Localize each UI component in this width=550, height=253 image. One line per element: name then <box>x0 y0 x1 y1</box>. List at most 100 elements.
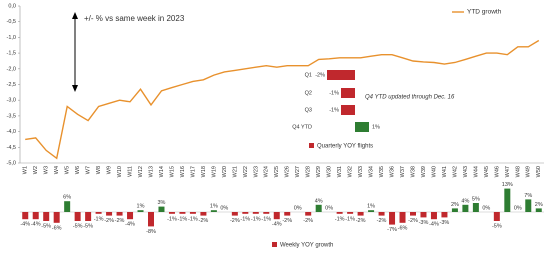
value-label: 6% <box>63 195 71 201</box>
value-label: -1% <box>335 216 345 222</box>
value-label: -2% <box>282 218 292 224</box>
value-label: -2% <box>377 218 387 224</box>
bar <box>106 212 113 216</box>
x-tick-label: W2 <box>33 166 39 174</box>
value-label: -2% <box>115 218 125 224</box>
y-tick-label: -3,0 <box>7 98 16 104</box>
legend-label: Quarterly YOY flights <box>317 144 373 150</box>
value-label: -3% <box>419 220 429 226</box>
x-tick-label: W33 <box>358 166 364 177</box>
value-label: 1% <box>210 204 218 210</box>
bar <box>389 212 396 225</box>
value-label: 0% <box>294 205 302 211</box>
x-tick-label: W46 <box>494 166 500 177</box>
x-tick-label: W1 <box>23 166 29 174</box>
value-label: -1% <box>188 216 198 222</box>
value-label: -1% <box>251 216 261 222</box>
x-tick-label: W45 <box>484 166 490 177</box>
bar <box>357 212 364 216</box>
value-label: -2% <box>230 218 240 224</box>
value-label: -1% <box>94 216 104 222</box>
y-tick-label: -2,0 <box>7 66 16 72</box>
annotation: +/- % vs same week in 2023 <box>84 14 185 23</box>
value-label: 1% <box>367 204 375 210</box>
value-label: 4% <box>315 198 323 204</box>
bar <box>242 212 249 214</box>
value-label: 0% <box>514 205 522 211</box>
legend-swatch <box>272 242 277 247</box>
x-tick-label: W19 <box>211 166 217 177</box>
legend-swatch <box>309 143 314 148</box>
x-tick-label: W3 <box>44 166 50 174</box>
bar <box>231 212 238 216</box>
x-tick-label: W8 <box>96 166 102 174</box>
value-label: -1% <box>240 216 250 222</box>
bar <box>399 212 406 223</box>
value-label: -7% <box>387 227 397 233</box>
bar <box>525 199 532 212</box>
x-tick-label: W30 <box>327 166 333 177</box>
x-tick-label: W29 <box>316 166 322 177</box>
x-tick-label: W5 <box>65 166 71 174</box>
value-label: -5% <box>41 223 51 229</box>
bar <box>504 188 511 212</box>
bar <box>315 204 322 212</box>
x-tick-label: W31 <box>337 166 343 177</box>
bar <box>189 212 196 214</box>
bar <box>22 212 29 220</box>
x-tick-label: W10 <box>117 166 123 177</box>
bar <box>32 212 39 220</box>
x-tick-label: W14 <box>159 166 165 177</box>
category-label: Q1 <box>305 72 312 78</box>
value-label: -1% <box>178 216 188 222</box>
y-tick-label: -2,5 <box>7 82 16 88</box>
x-tick-label: W15 <box>169 166 175 177</box>
value-label: -4% <box>31 222 41 228</box>
x-tick-label: W16 <box>180 166 186 177</box>
x-tick-label: W12 <box>138 166 144 177</box>
x-tick-label: W13 <box>148 166 154 177</box>
x-tick-label: W11 <box>127 166 133 177</box>
value-label: -1% <box>329 107 339 113</box>
bar <box>420 212 427 218</box>
x-tick-label: W34 <box>369 166 375 177</box>
value-label: -1% <box>345 216 355 222</box>
x-tick-label: W43 <box>463 166 469 177</box>
x-tick-label: W35 <box>379 166 385 177</box>
bar <box>273 212 280 220</box>
value-label: 0% <box>482 205 490 211</box>
bar <box>430 212 437 220</box>
x-tick-label: W38 <box>410 166 416 177</box>
bar <box>347 212 354 214</box>
bar <box>179 212 186 214</box>
x-tick-label: W25 <box>274 166 280 177</box>
value-label: -4% <box>20 222 30 228</box>
bar <box>127 212 134 220</box>
bar <box>368 210 375 212</box>
bar <box>168 212 175 214</box>
bar <box>64 201 71 212</box>
value-label: -3% <box>440 220 450 226</box>
value-label: -4% <box>429 222 439 228</box>
value-label: 2% <box>535 202 543 208</box>
bar <box>535 208 542 212</box>
value-label: -2% <box>303 218 313 224</box>
bar <box>158 206 165 212</box>
value-label: 13% <box>502 182 513 188</box>
value-label: -2% <box>315 72 325 78</box>
x-tick-label: W17 <box>190 166 196 177</box>
y-tick-label: -1,0 <box>7 35 16 41</box>
value-label: 1% <box>137 204 145 210</box>
bar <box>200 212 207 216</box>
x-tick-label: W23 <box>253 166 259 177</box>
x-tick-label: W9 <box>107 166 113 174</box>
bar <box>341 88 355 98</box>
value-label: -2% <box>104 218 114 224</box>
x-tick-label: W32 <box>348 166 354 177</box>
x-tick-label: W41 <box>442 166 448 177</box>
x-tick-label: W18 <box>201 166 207 177</box>
bar <box>336 212 343 214</box>
y-tick-label: -5,0 <box>7 160 16 166</box>
bar <box>263 212 270 214</box>
x-tick-label: W37 <box>400 166 406 177</box>
